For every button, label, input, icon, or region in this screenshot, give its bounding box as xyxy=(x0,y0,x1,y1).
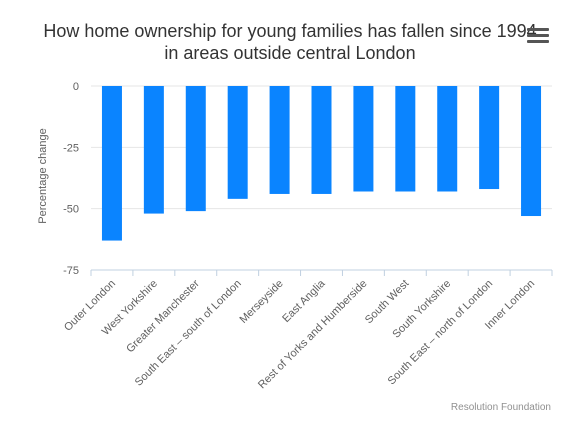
bar xyxy=(395,86,416,192)
chart-menu-button[interactable] xyxy=(527,28,549,46)
x-tick-label: Greater Manchester xyxy=(124,277,202,355)
chart-title: How home ownership for young families ha… xyxy=(43,21,537,63)
bar xyxy=(479,86,500,190)
bar xyxy=(227,86,248,199)
y-tick-label: -75 xyxy=(63,265,79,277)
bar xyxy=(353,86,374,192)
y-axis-label: Percentage change xyxy=(37,128,49,223)
bar xyxy=(101,86,122,241)
bar xyxy=(185,86,206,212)
bar xyxy=(143,86,164,214)
x-tick-label: Merseyside xyxy=(237,278,285,326)
hamburger-menu-icon xyxy=(527,28,549,31)
y-tick-label: -25 xyxy=(63,142,79,154)
hamburger-menu-icon-line xyxy=(527,34,549,37)
y-tick-label: 0 xyxy=(73,81,79,93)
bar xyxy=(269,86,290,194)
bar xyxy=(437,86,458,192)
bar xyxy=(311,86,332,194)
credit-label: Resolution Foundation xyxy=(450,402,551,413)
hamburger-menu-icon-line xyxy=(527,40,549,43)
bar xyxy=(521,86,542,217)
y-tick-label: -50 xyxy=(63,204,79,216)
